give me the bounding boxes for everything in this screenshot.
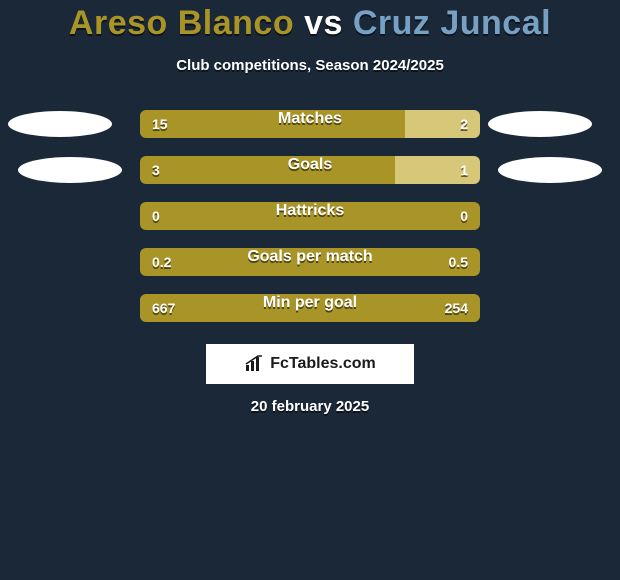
player-a-badge xyxy=(8,111,112,137)
stat-bar: 00Hattricks xyxy=(140,202,480,230)
stats-list: 152Matches 31Goals 00Hattricks 0.20.5Goals … xyxy=(0,110,620,322)
stat-row: 667254Min per goal xyxy=(0,294,620,322)
page-title: Areso Blanco vs Cruz Juncal xyxy=(0,4,620,43)
player-b-badge xyxy=(498,157,602,183)
vs-word: vs xyxy=(304,4,343,42)
bar-left-segment xyxy=(140,294,480,322)
brand-box[interactable]: FcTables.com xyxy=(206,344,414,384)
stat-row: 152Matches xyxy=(0,110,620,138)
player-b-name: Cruz Juncal xyxy=(353,4,551,42)
footer-date: 20 february 2025 xyxy=(0,398,620,415)
bar-right-segment xyxy=(395,156,480,184)
subtitle: Club competitions, Season 2024/2025 xyxy=(0,57,620,74)
stat-row: 00Hattricks xyxy=(0,202,620,230)
stat-row: 31Goals xyxy=(0,156,620,184)
player-a-badge xyxy=(18,157,122,183)
stat-bar: 667254Min per goal xyxy=(140,294,480,322)
brand-text: FcTables.com xyxy=(270,355,376,373)
stat-bar: 0.20.5Goals per match xyxy=(140,248,480,276)
comparison-card: Areso Blanco vs Cruz Juncal Club competi… xyxy=(0,0,620,580)
player-b-badge xyxy=(488,111,592,137)
bar-right-segment xyxy=(405,110,480,138)
stat-bar: 31Goals xyxy=(140,156,480,184)
stat-bar: 152Matches xyxy=(140,110,480,138)
bar-left-segment xyxy=(140,110,405,138)
stat-row: 0.20.5Goals per match xyxy=(0,248,620,276)
bar-left-segment xyxy=(140,156,395,184)
bar-chart-icon xyxy=(244,355,264,373)
player-a-name: Areso Blanco xyxy=(69,4,294,42)
bar-left-segment xyxy=(140,202,480,230)
bar-left-segment xyxy=(140,248,480,276)
